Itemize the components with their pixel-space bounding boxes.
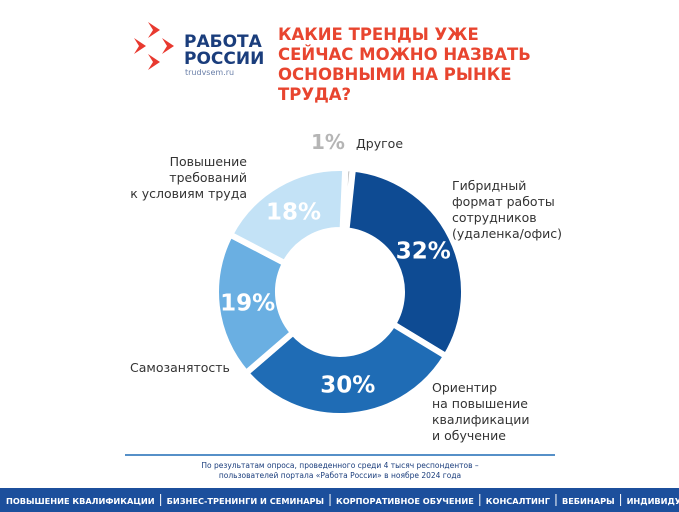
menu-item[interactable]: ИНДИВИДУАЛЬНОЕ ОБУЧЕНИЕ [627, 496, 679, 506]
logo-site: trudvsem.ru [185, 68, 234, 77]
value-label: 30% [320, 373, 375, 399]
category-label: на повышение [432, 396, 528, 411]
title-line: ТРУДА? [278, 85, 351, 104]
donut-segment [241, 319, 451, 419]
category-label: Другое [356, 136, 403, 151]
category-label: сотрудников [452, 210, 537, 225]
title-line: КАКИЕ ТРЕНДЫ УЖЕ [278, 25, 479, 44]
logo-mark [134, 22, 174, 70]
menu-item[interactable]: КОНСАЛТИНГ [486, 496, 550, 506]
footnote: пользователей портала «Работа России» в … [219, 471, 461, 480]
donut-segment [343, 165, 467, 361]
category-label: к условиям труда [130, 186, 247, 201]
menu-bar [0, 488, 679, 512]
menu-item[interactable]: ВЕБИНАРЫ [562, 496, 615, 506]
menu-item[interactable]: КОРПОРАТИВНОЕ ОБУЧЕНИЕ [336, 496, 474, 506]
menu-item[interactable]: ПОВЫШЕНИЕ КВАЛИФИКАЦИИ [6, 496, 155, 506]
title-line: СЕЙЧАС МОЖНО НАЗВАТЬ [278, 45, 531, 64]
value-label: 18% [266, 199, 321, 225]
category-label: требований [169, 170, 247, 185]
category-label: и обучение [432, 428, 506, 443]
category-label: Гибридный [452, 178, 526, 193]
value-label: 32% [396, 239, 451, 265]
category-label: квалификации [432, 412, 529, 427]
footnote: По результатам опроса, проведенного сред… [201, 461, 479, 470]
title-line: ОСНОВНЫМИ НА РЫНКЕ [278, 65, 512, 84]
logo-text: РАБОТА [184, 32, 263, 52]
category-label: (удаленка/офис) [452, 226, 562, 241]
category-label: формат работы [452, 194, 555, 209]
value-label: 19% [220, 291, 275, 317]
donut-segment [341, 165, 356, 194]
category-label: Ориентир [432, 380, 497, 395]
donut-segment [226, 165, 349, 268]
category-label: Повышение [170, 154, 248, 169]
menu-item[interactable]: БИЗНЕС-ТРЕНИНГИ И СЕМИНАРЫ [167, 496, 324, 506]
menu: ПОВЫШЕНИЕ КВАЛИФИКАЦИИ БИЗНЕС-ТРЕНИНГИ И … [6, 494, 679, 506]
value-label: 1% [311, 130, 345, 154]
logo-text: РОССИИ [184, 49, 264, 69]
category-label: Самозанятость [130, 360, 230, 375]
